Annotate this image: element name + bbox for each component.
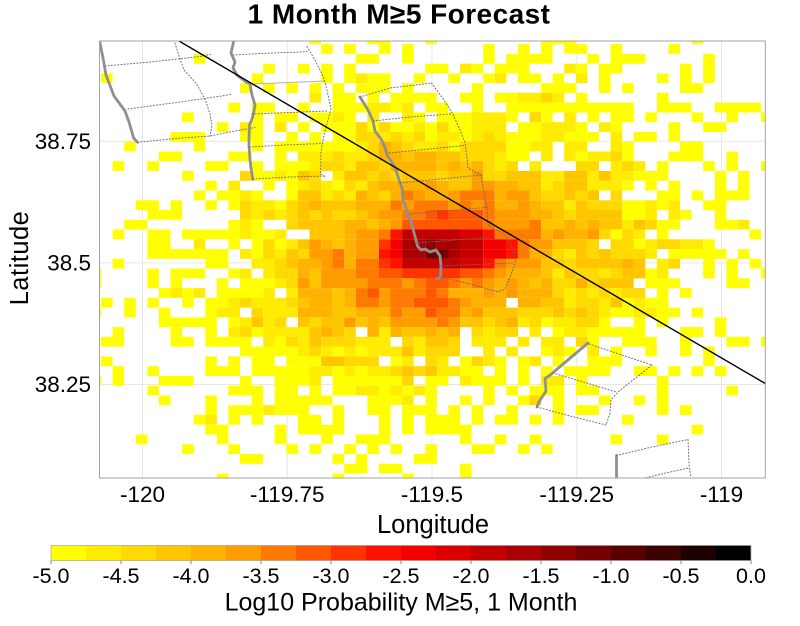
svg-text:-2.5: -2.5	[382, 564, 419, 588]
svg-text:-119: -119	[700, 482, 743, 507]
svg-text:-120: -120	[120, 482, 165, 507]
svg-text:-119.25: -119.25	[539, 482, 614, 507]
svg-text:-3.0: -3.0	[312, 564, 349, 588]
svg-text:-3.5: -3.5	[242, 564, 279, 588]
svg-text:Latitude: Latitude	[6, 211, 34, 306]
svg-text:38.5: 38.5	[47, 250, 91, 275]
svg-text:38.75: 38.75	[35, 129, 91, 154]
svg-text:38.25: 38.25	[35, 372, 91, 397]
svg-text:-119.5: -119.5	[401, 482, 463, 507]
svg-text:-0.5: -0.5	[662, 564, 699, 588]
svg-text:-4.5: -4.5	[102, 564, 139, 588]
svg-text:1 Month M≥5 Forecast: 1 Month M≥5 Forecast	[248, 0, 551, 30]
svg-text:-4.0: -4.0	[172, 564, 209, 588]
svg-text:Log10 Probability M≥5, 1 Month: Log10 Probability M≥5, 1 Month	[225, 589, 578, 617]
svg-text:-119.75: -119.75	[250, 482, 325, 507]
svg-text:-2.0: -2.0	[452, 564, 489, 588]
svg-text:-5.0: -5.0	[32, 564, 69, 588]
svg-text:Longitude: Longitude	[377, 511, 489, 539]
svg-text:-1.0: -1.0	[592, 564, 629, 588]
svg-text:-1.5: -1.5	[522, 564, 559, 588]
svg-text:0.0: 0.0	[736, 564, 766, 588]
